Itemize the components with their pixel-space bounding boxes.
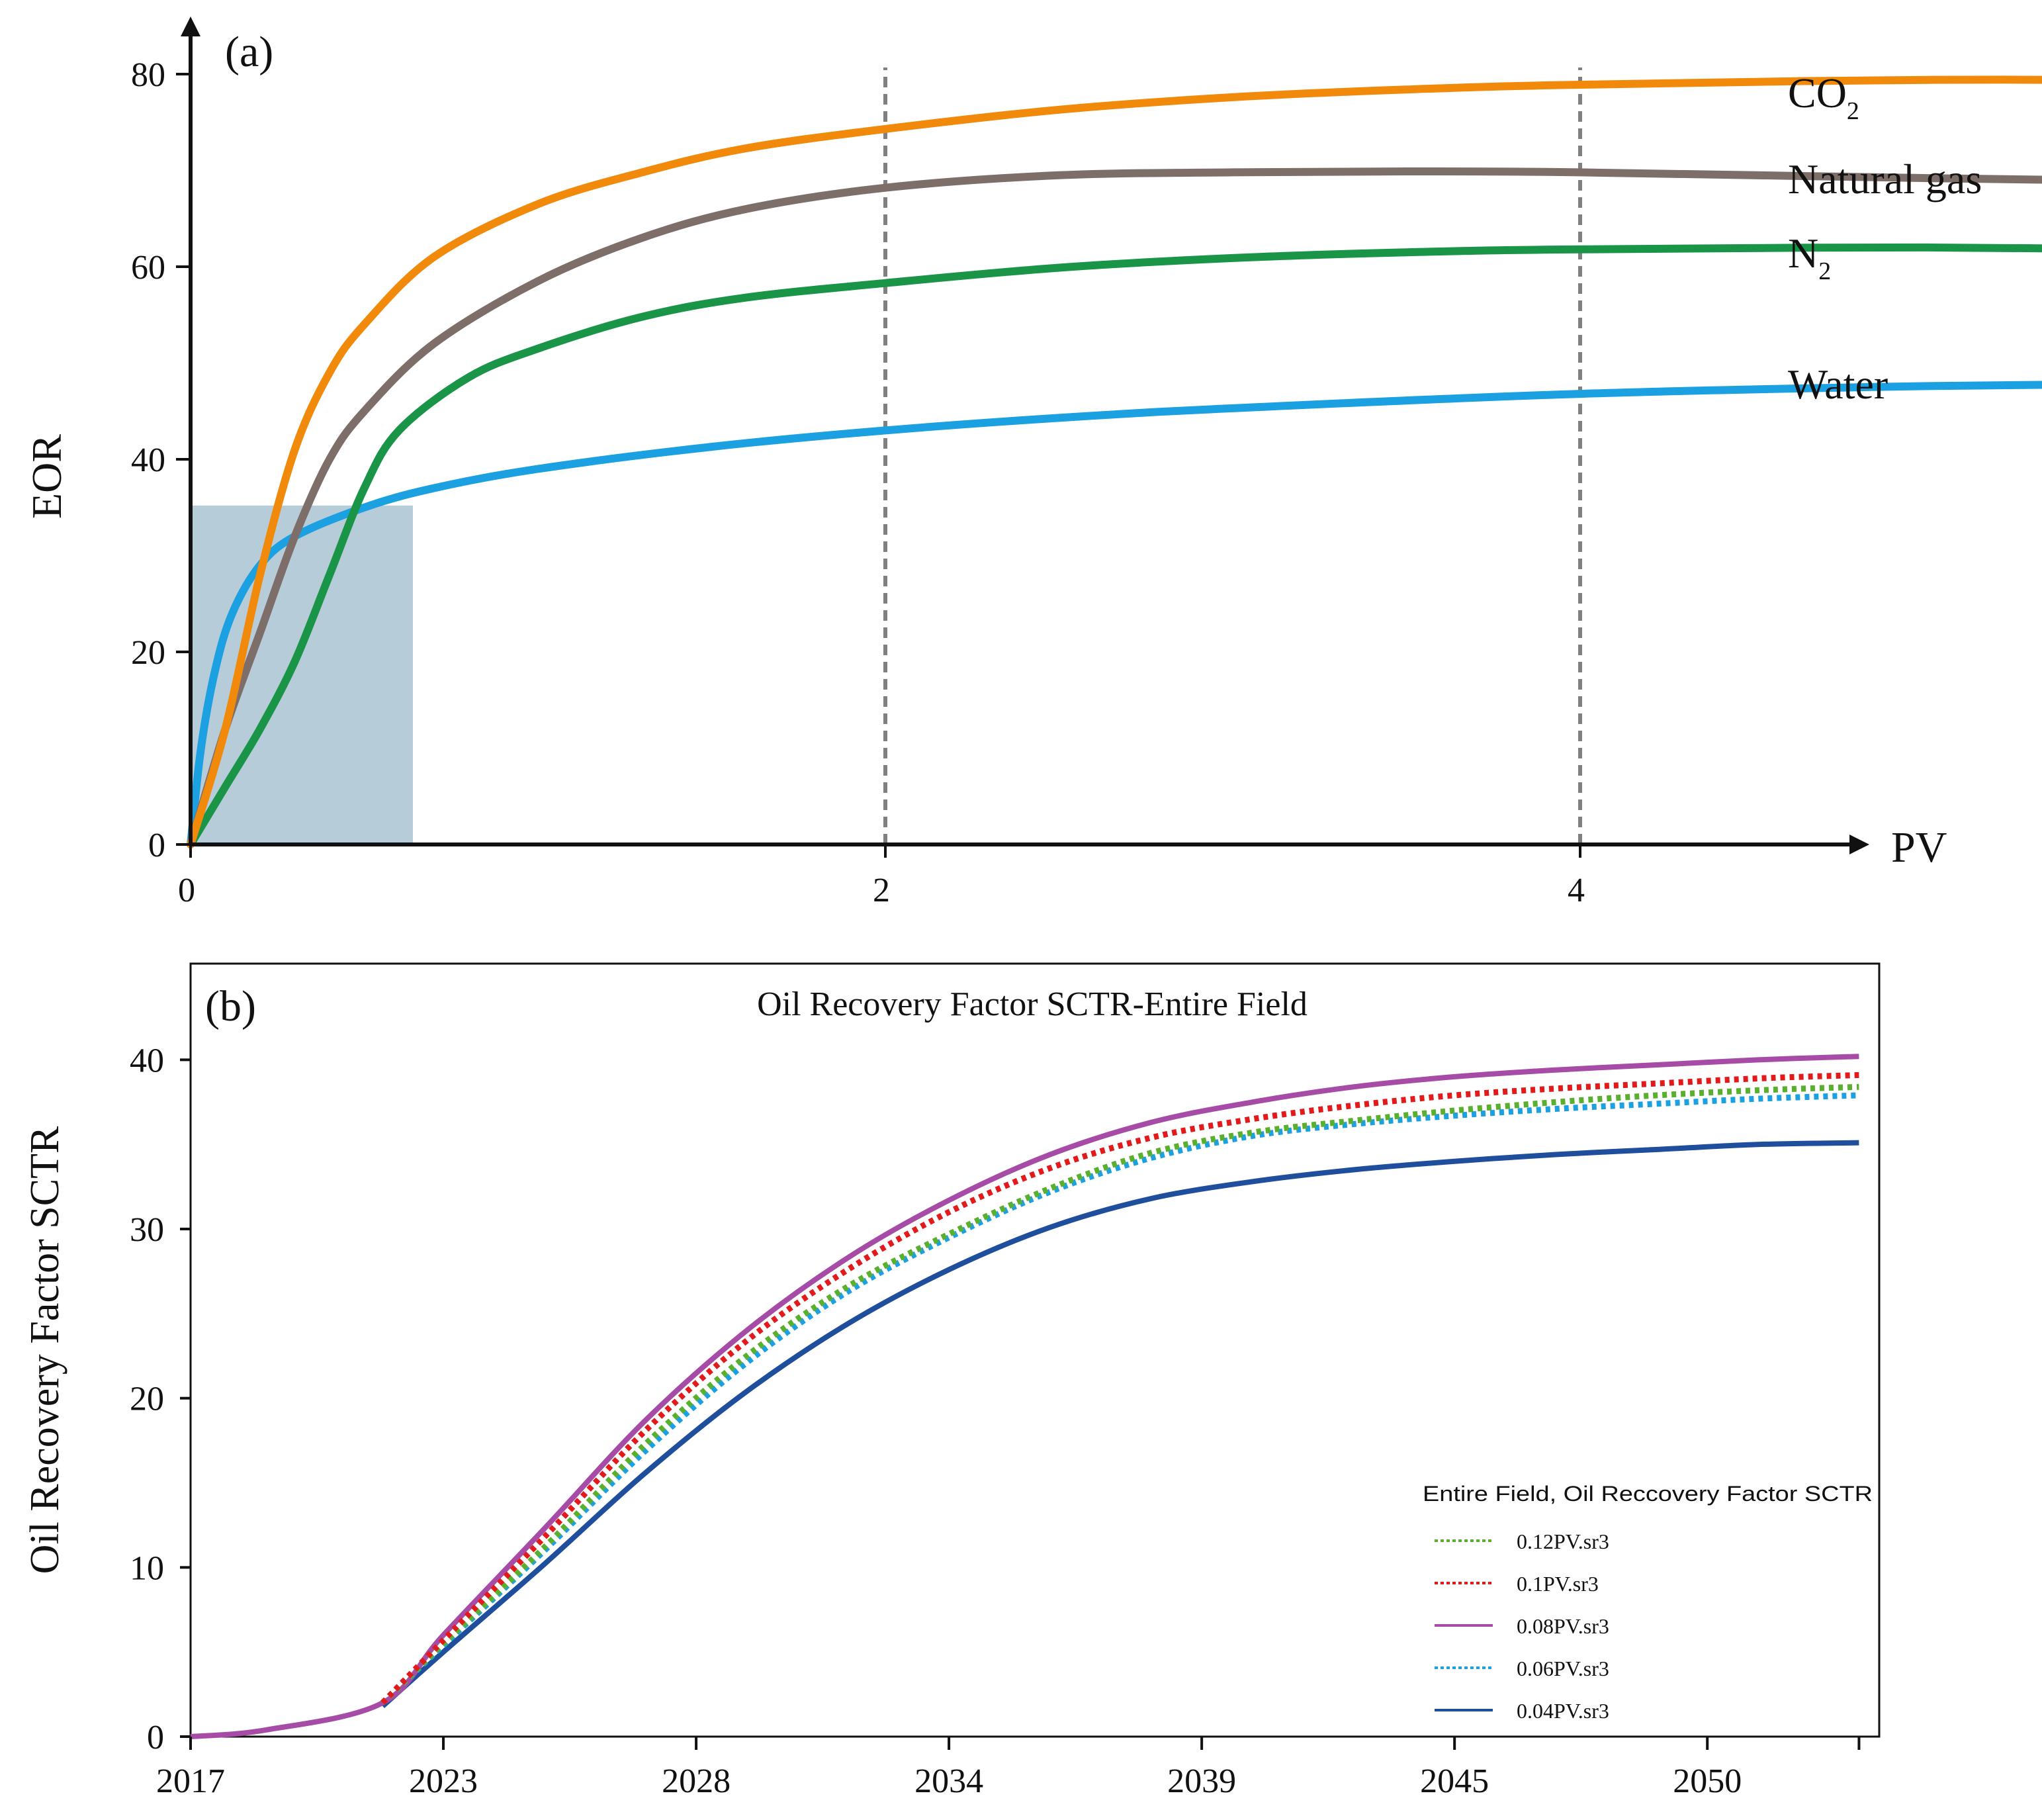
series-label-natural-gas: Natural gas xyxy=(1788,156,1982,203)
panel-a: 0 20 40 60 80 0 2 4 (a) PV EOR CO2 Natural gas… xyxy=(23,17,2042,909)
series-label-co2: CO2 xyxy=(1788,69,1859,125)
panel-b-plot-frame xyxy=(189,962,1881,1738)
panel-b: 0 10 20 30 40 2017 2023 2028 2034 2039 2045 2050 (… xyxy=(22,962,1881,1800)
panel-a-y-axis-label: EOR xyxy=(23,434,70,519)
y-tick-label: 80 xyxy=(131,56,165,94)
series-label-n2: N2 xyxy=(1788,230,1831,285)
panel-a-series-labels: CO2 Natural gas N2 Water xyxy=(1788,69,1982,408)
y-tick-label: 10 xyxy=(130,1549,164,1587)
x-tick-label: 2039 xyxy=(1167,1762,1236,1800)
x-tick-label: 4 xyxy=(1568,872,1585,909)
y-tick-label: 60 xyxy=(131,249,165,287)
panel-a-x-ticks: 0 2 4 xyxy=(178,844,1585,909)
panel-b-y-ticks: 0 10 20 30 40 xyxy=(130,1042,191,1756)
legend-label-0-12pv-sr3: 0.12PV.sr3 xyxy=(1517,1529,1609,1553)
panel-b-series-lines xyxy=(190,1054,1859,1739)
y-tick-label: 30 xyxy=(130,1211,164,1249)
series-line-water xyxy=(187,380,2042,848)
x-tick-label: 2034 xyxy=(914,1762,983,1800)
y-tick-label: 0 xyxy=(147,1719,164,1756)
series-line-n2 xyxy=(187,243,2042,848)
panel-b-legend: Entire Field, Oil Reccovery Factor SCTR … xyxy=(1423,1482,1873,1723)
x-tick-label: 2023 xyxy=(409,1762,478,1800)
x-tick-label: 2045 xyxy=(1420,1762,1489,1800)
series-line-0-12pv-sr3 xyxy=(380,1083,1859,1706)
panel-b-y-axis-label: Oil Recovery Factor SCTR xyxy=(22,1126,67,1574)
x-tick-label: 0 xyxy=(178,872,195,909)
panel-a-series-lines xyxy=(187,75,2042,848)
series-label-water: Water xyxy=(1788,361,1888,408)
y-tick-label: 40 xyxy=(130,1042,164,1079)
series-line-0-08pv-sr3 xyxy=(190,1054,1859,1739)
series-line-natural-gas xyxy=(187,167,2042,848)
legend-label-0-04pv-sr3: 0.04PV.sr3 xyxy=(1517,1699,1609,1723)
panel-a-reference-lines xyxy=(883,68,1582,844)
legend-label-0-06pv-sr3: 0.06PV.sr3 xyxy=(1517,1657,1609,1680)
panel-a-label: (a) xyxy=(225,28,273,76)
series-line-co2 xyxy=(187,75,2042,848)
panel-b-title: Oil Recovery Factor SCTR-Entire Field xyxy=(757,985,1308,1023)
x-tick-label: 2050 xyxy=(1673,1762,1742,1800)
x-tick-label: 2017 xyxy=(156,1762,225,1800)
panel-b-label: (b) xyxy=(205,982,256,1030)
legend-label-0-08pv-sr3: 0.08PV.sr3 xyxy=(1517,1614,1609,1638)
y-tick-label: 20 xyxy=(131,634,165,672)
x-tick-label: 2028 xyxy=(662,1762,731,1800)
series-line-0-06pv-sr3 xyxy=(380,1092,1859,1706)
y-tick-label: 40 xyxy=(131,441,165,479)
panel-b-x-ticks: 2017 2023 2028 2034 2039 2045 2050 xyxy=(156,1737,1861,1800)
y-tick-label: 0 xyxy=(148,827,165,864)
legend-label-0-1pv-sr3: 0.1PV.sr3 xyxy=(1517,1572,1599,1596)
y-tick-label: 20 xyxy=(130,1381,164,1418)
x-tick-label: 2 xyxy=(873,872,890,909)
series-line-0-04pv-sr3 xyxy=(380,1140,1859,1708)
series-line-0-1pv-sr3 xyxy=(380,1071,1859,1706)
panel-a-x-axis-label: PV xyxy=(1891,823,1947,872)
legend-title: Entire Field, Oil Reccovery Factor SCTR xyxy=(1423,1482,1873,1506)
panel-a-y-ticks: 0 20 40 60 80 xyxy=(131,56,191,864)
